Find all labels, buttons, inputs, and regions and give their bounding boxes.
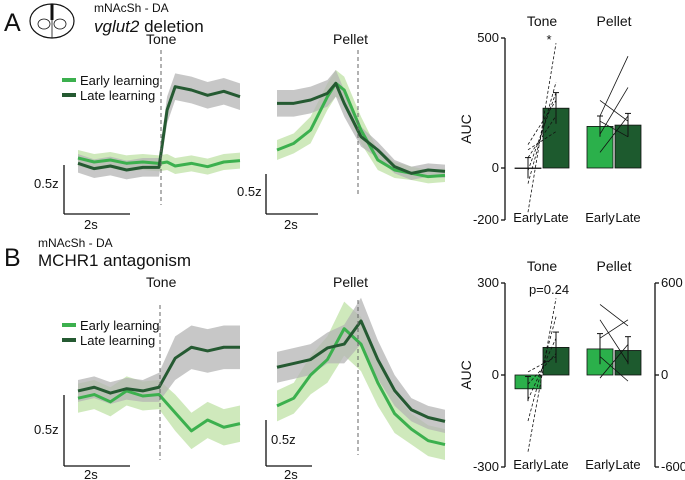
auc-subject-line	[527, 298, 557, 452]
trace-line-late	[77, 345, 240, 395]
trace-panel-b-tone	[77, 325, 241, 450]
legend-a-early-label: Early learning	[80, 73, 160, 88]
auc-group-title: Pellet	[596, 13, 631, 29]
a-pellet-scale-y-label: 0.5z	[237, 184, 262, 199]
auc-y-tick-label: -300	[473, 459, 499, 474]
trace-line-late	[277, 81, 446, 175]
auc-category-label: Early	[513, 210, 543, 225]
panel-a-region: mNAcSh - DA	[94, 1, 169, 15]
auc-group-title: Tone	[527, 13, 558, 29]
b-pellet-scale-y-label: 0.5z	[271, 432, 296, 447]
auc-significance-label: *	[546, 32, 551, 47]
auc-y-tick-label: -200	[473, 212, 499, 227]
trace-panel-b-pellet	[276, 297, 446, 460]
a-pellet-scale-x-label: 2s	[284, 217, 298, 232]
auc-y-tick-label: 0	[492, 367, 499, 382]
auc-category-label: Early	[585, 210, 615, 225]
auc-subject-line	[599, 120, 629, 138]
panel-a-letter: A	[4, 9, 21, 37]
trace-line-early	[276, 327, 446, 447]
panel-a-pellet-title: Pellet	[333, 31, 368, 47]
panel-a-condition-italic: vglut2	[94, 17, 140, 36]
auc-subject-line	[527, 316, 557, 422]
auc-y2-tick-label: 600	[661, 275, 683, 290]
auc-subject-line	[599, 319, 629, 363]
auc-subject-line	[599, 344, 629, 379]
auc-subject-line	[527, 356, 557, 373]
auc-category-label: Late	[543, 210, 568, 225]
auc-category-label: Late	[615, 210, 640, 225]
panel-b-region: mNAcSh - DA	[38, 236, 113, 250]
auc-subject-line	[527, 131, 557, 151]
auc-y-tick-label: 0	[492, 160, 499, 175]
auc-subject-line	[527, 43, 557, 213]
trace-line-late	[276, 319, 446, 423]
panel-b-tone-title: Tone	[146, 274, 177, 290]
panel-b-letter: B	[4, 244, 21, 272]
a-tone-scale-x-label: 2s	[84, 217, 98, 232]
auc-significance-label: p=0.24	[529, 282, 569, 297]
auc-y2-tick-label: -600	[661, 459, 685, 474]
a-tone-scale-y-label: 0.5z	[34, 176, 59, 191]
auc-subject-line	[599, 319, 629, 339]
auc-category-label: Late	[615, 457, 640, 472]
auc-subject-line	[599, 304, 629, 327]
auc-subject-line	[527, 115, 557, 158]
auc-y-label: AUC	[458, 114, 474, 144]
brain-section-icon	[29, 3, 75, 39]
trace-band-late	[78, 325, 240, 404]
trace-line-early	[77, 156, 241, 169]
auc-group-title: Pellet	[596, 258, 631, 274]
auc-y-label: AUC	[458, 360, 474, 390]
legend-b-late-label: Late learning	[80, 333, 155, 348]
auc-category-label: Early	[585, 457, 615, 472]
auc-y-tick-label: 300	[477, 275, 499, 290]
trace-band-late	[78, 73, 240, 180]
trace-line-late	[77, 85, 241, 172]
b-pellet-scale-x-label: 2s	[284, 467, 298, 480]
legend-b-early-label: Early learning	[80, 318, 160, 333]
auc-y2-tick-label: 0	[661, 367, 668, 382]
auc-subject-line	[599, 100, 629, 122]
trace-line-early	[77, 389, 241, 433]
auc-y-tick-label: 500	[477, 30, 499, 45]
auc-subject-line	[527, 82, 557, 184]
legend-a-late-label: Late learning	[80, 88, 155, 103]
auc-group-title: Tone	[527, 258, 558, 274]
trace-panel-a-tone	[77, 73, 241, 180]
auc-subject-line	[599, 356, 629, 382]
b-tone-scale-x-label: 2s	[84, 467, 98, 480]
panel-b-condition: MCHR1 antagonism	[38, 251, 191, 270]
b-tone-scale-y-label: 0.5z	[34, 422, 59, 437]
auc-subject-line	[527, 353, 557, 385]
auc-subject-line	[527, 338, 557, 400]
auc-subject-line	[599, 115, 629, 153]
auc-subject-line	[599, 56, 629, 117]
auc-category-label: Early	[513, 457, 543, 472]
panel-a-tone-title: Tone	[146, 31, 177, 47]
auc-subject-line	[527, 100, 557, 145]
auc-category-label: Late	[543, 457, 568, 472]
panel-a-condition: vglut2 deletion	[94, 17, 204, 36]
auc-subject-line	[527, 92, 557, 171]
trace-panel-a-pellet	[276, 70, 446, 184]
panel-a-condition-rest: deletion	[139, 17, 203, 36]
panel-b-pellet-title: Pellet	[333, 274, 368, 290]
